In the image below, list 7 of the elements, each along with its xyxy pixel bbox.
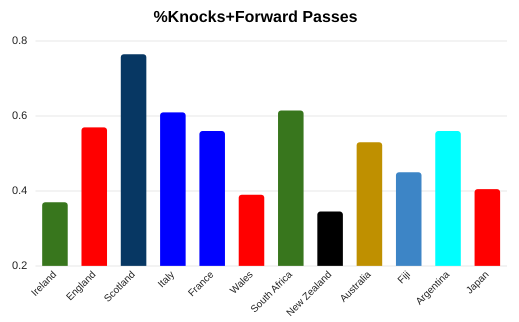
y-tick-label: 0.4 [12, 185, 28, 197]
chart-title: %Knocks+Forward Passes [153, 9, 358, 26]
y-tick-label: 0.2 [12, 260, 28, 272]
y-tick-label: 0.8 [12, 35, 28, 48]
x-tick-label: Italy [156, 269, 177, 290]
x-tick-label: Fiji [396, 269, 413, 286]
y-tick-label: 0.6 [12, 110, 28, 122]
